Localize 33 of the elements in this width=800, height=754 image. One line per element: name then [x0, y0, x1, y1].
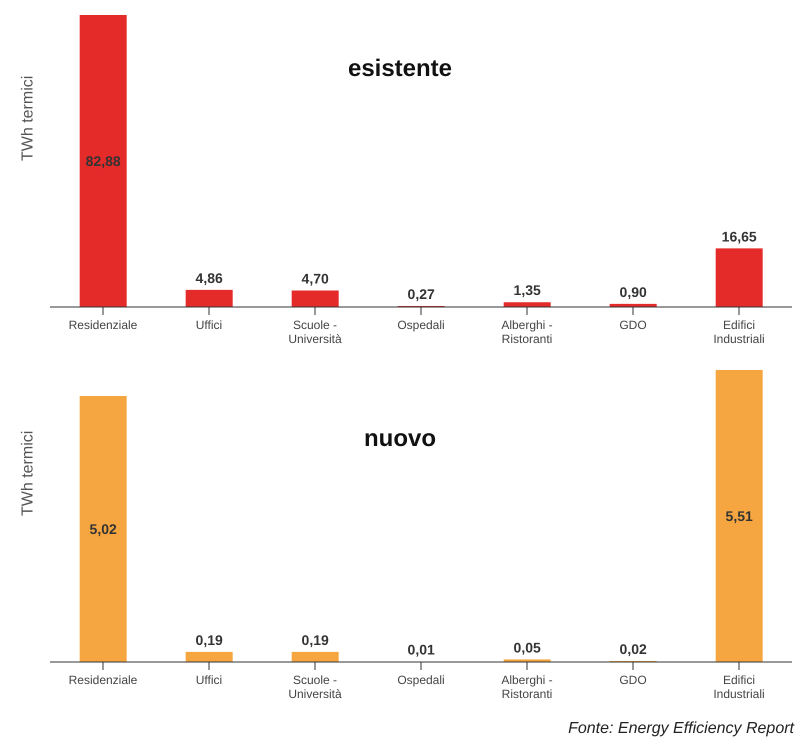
y-axis-title: TWh termici	[20, 430, 37, 516]
data-label: 4,70	[302, 270, 330, 286]
x-tick-label: Uffici	[196, 673, 222, 687]
data-label: 1,35	[514, 282, 542, 298]
data-label: 16,65	[722, 228, 757, 244]
data-label: 5,02	[90, 520, 118, 537]
data-label: 82,88	[86, 153, 121, 169]
x-tick-label: Edifici Industriali	[713, 673, 765, 701]
data-label: 0,90	[620, 284, 648, 300]
x-tick-label: Residenziale	[68, 318, 138, 332]
text: nuovo	[364, 425, 436, 452]
y-axis-title: TWh termici	[20, 76, 37, 161]
data-label: 0,05	[514, 639, 542, 656]
data-label: 0,19	[196, 632, 224, 648]
data-label: 0,19	[302, 632, 330, 648]
x-tick-label: Scuole - Università	[288, 318, 342, 346]
x-tick-label: GDO	[619, 673, 647, 687]
data-label: 4,86	[196, 270, 224, 286]
data-label: 5,51	[726, 508, 754, 524]
data-label: 0,01	[408, 641, 436, 658]
data-label: 0,02	[620, 640, 648, 657]
x-tick-label: Alberghi - Ristoranti	[501, 318, 553, 346]
source-note: Fonte: Energy Efficiency Report	[567, 719, 796, 738]
x-tick-label: GDO	[619, 318, 647, 332]
data-label: 0,27	[408, 286, 436, 302]
x-tick-label: Uffici	[196, 318, 222, 332]
text: esistente	[348, 55, 452, 82]
x-tick-label: Residenziale	[68, 673, 138, 687]
x-tick-label: Ospedali	[397, 318, 445, 332]
x-tick-label: Alberghi - Ristoranti	[501, 673, 553, 701]
x-tick-label: Edifici Industriali	[713, 318, 765, 346]
x-tick-label: Scuole - Università	[288, 673, 342, 701]
x-tick-label: Ospedali	[397, 673, 445, 687]
